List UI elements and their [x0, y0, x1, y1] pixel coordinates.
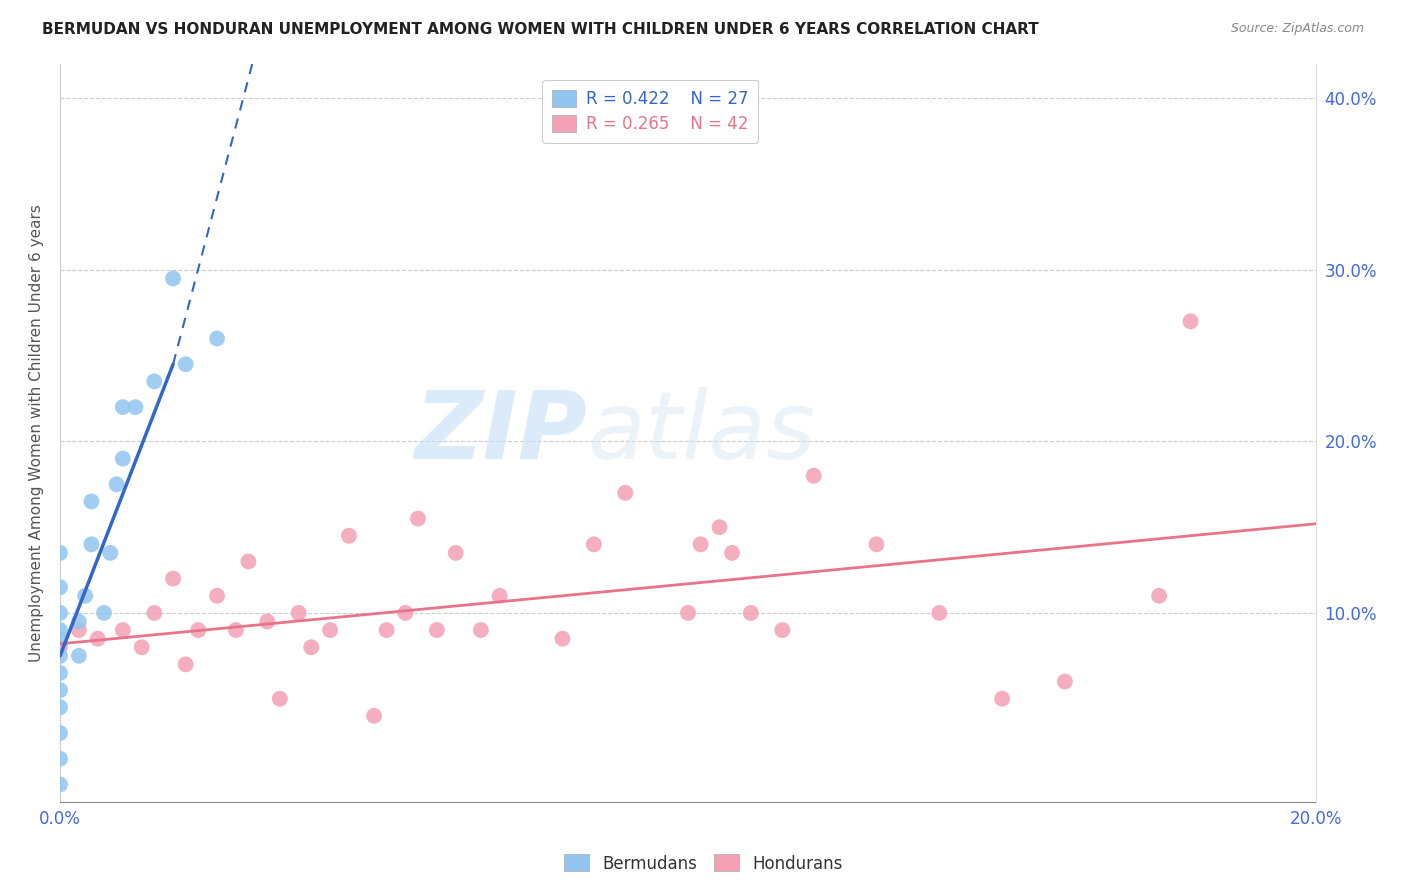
Point: [187, 623, 209, 637]
Point: [67, 615, 90, 629]
Point: [991, 691, 1014, 706]
Point: [80, 537, 103, 551]
Point: [105, 477, 128, 491]
Point: [75, 589, 97, 603]
Point: [256, 615, 278, 629]
Point: [865, 537, 887, 551]
Text: atlas: atlas: [588, 387, 815, 478]
Point: [319, 623, 342, 637]
Text: ZIP: ZIP: [415, 387, 588, 479]
Point: [287, 606, 309, 620]
Point: [740, 606, 762, 620]
Point: [426, 623, 449, 637]
Point: [162, 572, 184, 586]
Point: [49, 632, 72, 646]
Point: [49, 726, 72, 740]
Point: [162, 271, 184, 285]
Point: [551, 632, 574, 646]
Point: [770, 623, 793, 637]
Point: [131, 640, 153, 655]
Point: [111, 623, 134, 637]
Point: [721, 546, 744, 560]
Point: [225, 623, 247, 637]
Point: [488, 589, 510, 603]
Point: [49, 623, 72, 637]
Point: [49, 700, 72, 714]
Point: [205, 331, 228, 345]
Point: [67, 648, 90, 663]
Point: [1147, 589, 1170, 603]
Point: [174, 657, 197, 672]
Point: [444, 546, 467, 560]
Text: BERMUDAN VS HONDURAN UNEMPLOYMENT AMONG WOMEN WITH CHILDREN UNDER 6 YEARS CORREL: BERMUDAN VS HONDURAN UNEMPLOYMENT AMONG …: [42, 22, 1039, 37]
Point: [1053, 674, 1076, 689]
Point: [269, 691, 291, 706]
Point: [689, 537, 711, 551]
Point: [49, 777, 72, 791]
Point: [205, 589, 228, 603]
Point: [49, 580, 72, 594]
Point: [363, 709, 385, 723]
Point: [124, 400, 146, 414]
Point: [143, 375, 166, 389]
Point: [93, 606, 115, 620]
Point: [928, 606, 950, 620]
Point: [676, 606, 699, 620]
Point: [470, 623, 492, 637]
Y-axis label: Unemployment Among Women with Children Under 6 years: Unemployment Among Women with Children U…: [30, 204, 44, 662]
Point: [49, 606, 72, 620]
Point: [49, 752, 72, 766]
Point: [406, 511, 429, 525]
Point: [143, 606, 166, 620]
Point: [709, 520, 731, 534]
Point: [174, 357, 197, 371]
Text: Source: ZipAtlas.com: Source: ZipAtlas.com: [1230, 22, 1364, 36]
Legend: R = 0.422    N = 27, R = 0.265    N = 42: R = 0.422 N = 27, R = 0.265 N = 42: [543, 79, 758, 143]
Point: [111, 451, 134, 466]
Point: [614, 486, 637, 500]
Point: [49, 665, 72, 680]
Point: [394, 606, 416, 620]
Point: [80, 494, 103, 508]
Point: [49, 648, 72, 663]
Point: [86, 632, 108, 646]
Point: [49, 640, 72, 655]
Point: [803, 468, 825, 483]
Point: [299, 640, 322, 655]
Legend: Bermudans, Hondurans: Bermudans, Hondurans: [557, 847, 849, 880]
Point: [337, 529, 360, 543]
Point: [1180, 314, 1202, 328]
Point: [98, 546, 121, 560]
Point: [49, 683, 72, 698]
Point: [111, 400, 134, 414]
Point: [375, 623, 398, 637]
Point: [238, 554, 260, 568]
Point: [582, 537, 605, 551]
Point: [49, 546, 72, 560]
Point: [67, 623, 90, 637]
